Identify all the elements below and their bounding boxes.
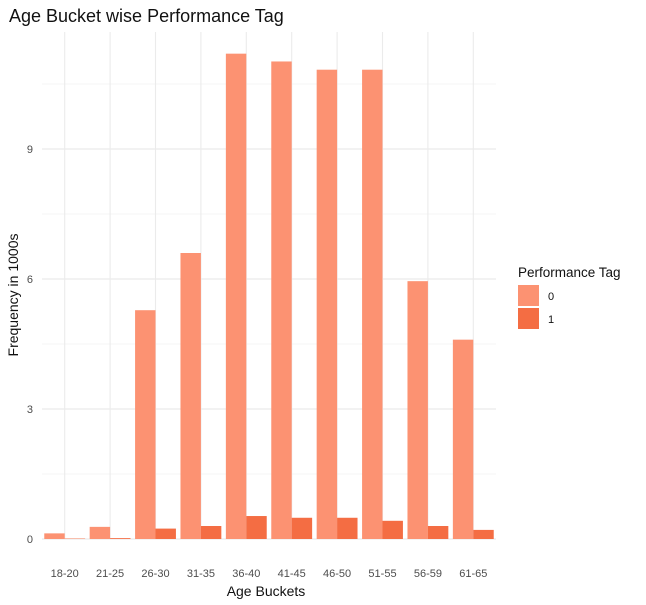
bar-series-1	[110, 538, 131, 539]
x-tick-label: 41-45	[278, 568, 306, 580]
x-tick-label: 56-59	[414, 568, 442, 580]
bar-series-0	[180, 253, 201, 539]
bar-series-0	[407, 281, 428, 539]
legend-label: 1	[548, 314, 554, 326]
y-tick-label: 9	[27, 144, 33, 156]
legend-key-0	[518, 285, 539, 306]
y-axis-label: Frequency in 1000s	[5, 234, 21, 357]
x-axis-label: Age Buckets	[227, 583, 306, 599]
x-tick-label: 61-65	[459, 568, 487, 580]
y-tick-label: 0	[27, 534, 33, 546]
bar-series-1	[427, 526, 449, 539]
legend-key-1	[518, 308, 539, 329]
legend-label: 0	[548, 291, 554, 303]
x-tick-label: 21-25	[96, 568, 124, 580]
bar-series-1	[473, 529, 494, 539]
x-tick-label: 26-30	[141, 568, 169, 580]
x-tick-label: 46-50	[323, 568, 351, 580]
bar-series-0	[316, 69, 338, 539]
x-tick-label: 18-20	[51, 568, 79, 580]
x-tick-label: 36-40	[232, 568, 260, 580]
axis-ticks: 0 3 6 9 18-20 21-25 26-30 31-35 36-40 41-45 46-50 5…	[27, 144, 487, 580]
y-tick-label: 3	[27, 404, 33, 416]
x-tick-label: 31-35	[187, 568, 215, 580]
bar-series-1	[382, 520, 403, 539]
chart-title: Age Bucket wise Performance Tag	[9, 6, 284, 26]
bar-series-0	[362, 69, 383, 539]
bar-series-0	[225, 53, 247, 540]
bar-series-1	[337, 517, 358, 539]
legend: Performance Tag 0 1	[518, 265, 621, 329]
bar-series-1	[291, 517, 313, 539]
bar-series-1	[155, 528, 176, 539]
x-tick-label: 51-55	[368, 568, 396, 580]
bars	[44, 53, 494, 540]
bar-series-0	[44, 533, 65, 539]
bar-series-1	[200, 526, 222, 539]
legend-title: Performance Tag	[518, 265, 621, 280]
bar-series-0	[452, 339, 474, 539]
bar-series-0	[89, 526, 111, 539]
bar-series-0	[135, 310, 156, 539]
bar-series-0	[271, 61, 292, 539]
bar-series-1	[246, 516, 267, 539]
y-tick-label: 6	[27, 274, 33, 286]
